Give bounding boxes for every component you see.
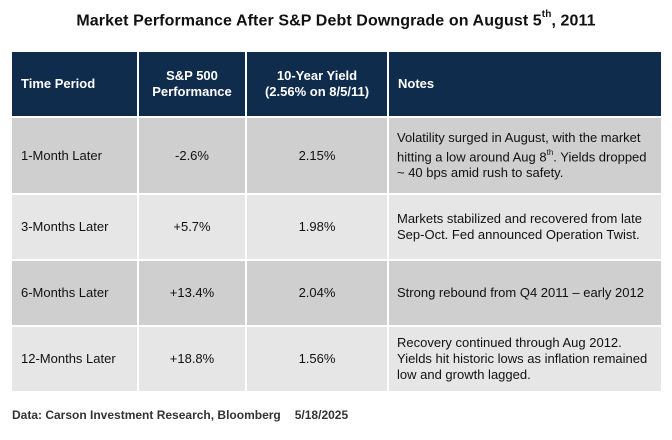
row-yield: 1.56% (245, 325, 389, 393)
table-row: 12-Months Later +18.8% 1.56% Recovery co… (10, 325, 663, 393)
row-sp500: +5.7% (137, 193, 247, 261)
row-period: 3-Months Later (10, 193, 139, 261)
row-sp500: -2.6% (137, 116, 247, 195)
table-row: 1-Month Later -2.6% 2.15% Volatility sur… (10, 116, 663, 195)
header-yield-line2: (2.56% on 8/5/11) (264, 84, 370, 99)
row-period: 12-Months Later (10, 325, 139, 393)
row-notes: Strong rebound from Q4 2011 – early 2012 (387, 259, 663, 327)
table-header-row: Time Period S&P 500 Performance 10-Year Y… (10, 50, 663, 118)
row-notes: Markets stabilized and recovered from la… (387, 193, 663, 261)
source-footer: Data: Carson Investment Research, Bloomb… (12, 408, 348, 422)
row-notes-superscript: th (546, 147, 554, 157)
row-sp500: +18.8% (137, 325, 247, 393)
row-notes: Volatility surged in August, with the ma… (387, 116, 663, 195)
footer-date: 5/18/2025 (294, 408, 349, 422)
header-sp500-line2: Performance (152, 84, 232, 99)
header-sp500-line1: S&P 500 (166, 68, 218, 83)
header-time-period: Time Period (10, 50, 139, 118)
title-tail: , 2011 (551, 12, 596, 30)
header-sp500: S&P 500 Performance (137, 50, 247, 118)
header-notes: Notes (387, 50, 663, 118)
row-period: 1-Month Later (10, 116, 139, 195)
table-row: 6-Months Later +13.4% 2.04% Strong rebou… (10, 259, 663, 327)
row-sp500: +13.4% (137, 259, 247, 327)
row-yield: 2.04% (245, 259, 389, 327)
title-main: Market Performance After S&P Debt Downgr… (76, 12, 542, 30)
row-yield: 2.15% (245, 116, 389, 195)
performance-table: Time Period S&P 500 Performance 10-Year Y… (10, 50, 663, 393)
header-yield-line1: 10-Year Yield (276, 68, 358, 83)
row-notes-text-cont: . Yields dropped ~ 40 bps amid rush to s… (397, 149, 647, 181)
table-row: 3-Months Later +5.7% 1.98% Markets stabi… (10, 193, 663, 261)
header-yield: 10-Year Yield (2.56% on 8/5/11) (245, 50, 389, 118)
title-superscript: th (541, 9, 552, 20)
footer-source: Data: Carson Investment Research, Bloomb… (12, 408, 281, 422)
row-period: 6-Months Later (10, 259, 139, 327)
row-yield: 1.98% (245, 193, 389, 261)
row-notes: Recovery continued through Aug 2012. Yie… (387, 325, 663, 393)
row-notes-text: Volatility surged in August, with the ma… (397, 129, 641, 165)
page-title: Market Performance After S&P Debt Downgr… (0, 9, 672, 30)
